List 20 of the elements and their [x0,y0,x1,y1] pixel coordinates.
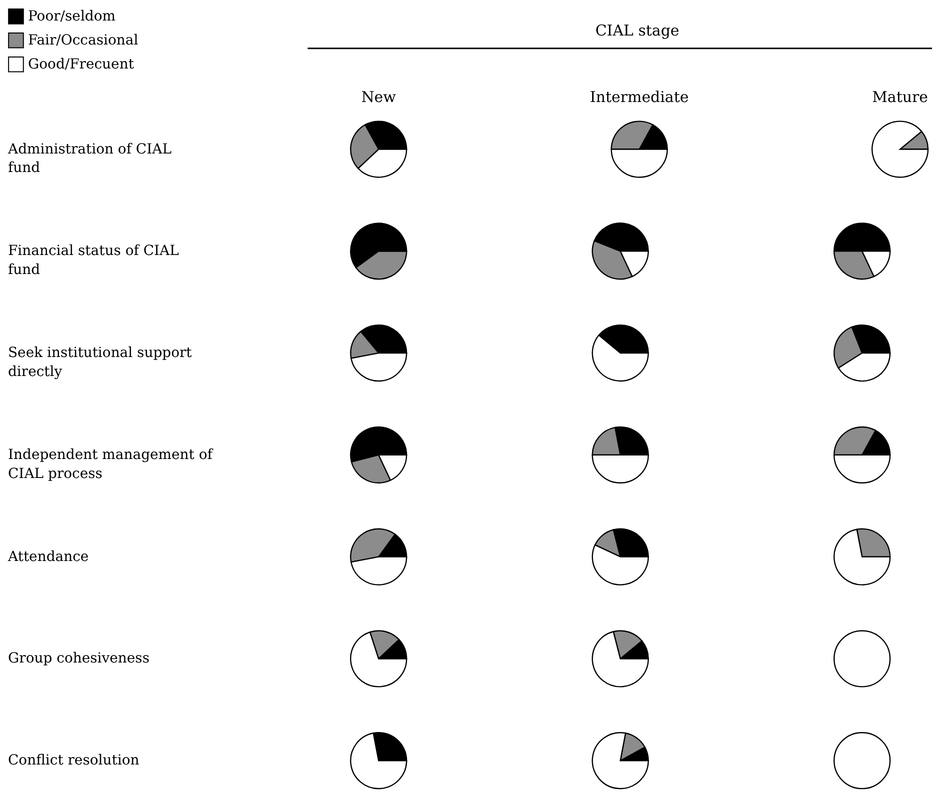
pie-slice [834,528,891,586]
legend-label: Good/Frecuent [28,56,134,72]
text: CIAL stage [595,21,680,40]
text: Group cohesiveness [8,650,150,667]
legend-label: Poor/seldom [28,8,116,24]
text: Attendance [6,548,89,565]
pie-slice [350,732,408,790]
text: New [361,88,396,106]
pie-slice [592,732,649,790]
text: Independent management of CIAL process [8,446,214,482]
text: Conflict resolution [8,752,140,769]
pie-slice [871,120,929,178]
pie-slice [350,632,408,688]
text: Financial status of CIAL fund [8,243,179,278]
chart-title: Intermediate [590,88,689,106]
legend-label: Fair/Occasional [28,32,139,48]
pie-slice [592,631,649,688]
text: Seek institutional support directly [8,345,192,380]
text: Administration of CIAL fund [6,141,172,176]
chart-title: Mature [872,88,928,106]
